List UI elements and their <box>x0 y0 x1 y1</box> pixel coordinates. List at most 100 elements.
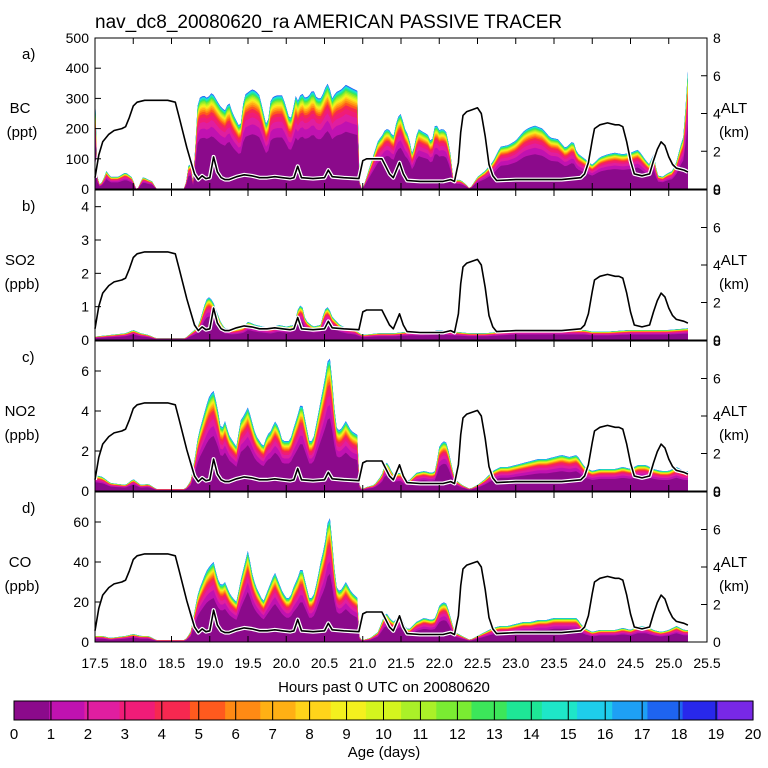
alt-tick-label: 6 <box>713 68 721 84</box>
alt-tick-label: 8 <box>713 484 721 500</box>
x-axis-label: Hours past 0 UTC on 20080620 <box>278 679 490 696</box>
panel-letter: c) <box>22 349 35 366</box>
colorbar-swatch <box>577 701 613 720</box>
y-tick-label: 4 <box>81 199 89 215</box>
panel-letter: d) <box>22 500 35 517</box>
y-tick-label: 2 <box>81 443 89 459</box>
colorbar-label: Age (days) <box>348 744 421 761</box>
colorbar-swatch <box>330 701 367 720</box>
species-unit: (ppb) <box>4 276 39 293</box>
x-tick-label: 20.5 <box>311 655 338 671</box>
panel-d: 0 20 40 60 0 2 4 6 8 d) CO (ppb) ALT (km) <box>4 484 749 650</box>
colorbar-tick-label: 0 <box>10 726 18 743</box>
y-tick-label: 0 <box>81 181 89 197</box>
x-tick-label: 18.0 <box>120 655 147 671</box>
y-tick-label: 3 <box>81 232 89 248</box>
colorbar-tick-label: 3 <box>121 726 129 743</box>
altitude-line <box>94 251 689 334</box>
colorbar-tick-label: 12 <box>449 726 466 743</box>
species-label: BC <box>10 100 31 117</box>
colorbar-swatch <box>49 701 85 720</box>
colorbar-swatch <box>647 701 684 720</box>
alt-tick-label: 2 <box>713 446 721 462</box>
species-label: CO <box>9 554 32 571</box>
chart-panels: 010020030040050002468a)BC(ppt)ALT(km)012… <box>4 30 749 650</box>
alt-tick-label: 0 <box>713 483 721 499</box>
colorbar-tick-label: 6 <box>232 726 240 743</box>
age-band-0 <box>95 316 688 340</box>
colorbar-swatch <box>612 701 649 720</box>
altitude-halo <box>93 249 689 335</box>
y-tick-label: 60 <box>73 514 89 530</box>
x-tick-label: 23.5 <box>540 655 567 671</box>
alt-label: ALT <box>721 403 747 420</box>
colorbar-tick-label: 1 <box>47 726 55 743</box>
x-tick-label: 25.5 <box>693 655 720 671</box>
altitude-line <box>94 553 689 636</box>
alt-tick-label: 8 <box>713 182 721 198</box>
species-label: SO2 <box>5 252 35 269</box>
species-unit: (ppb) <box>4 427 39 444</box>
y-tick-label: 0 <box>81 483 89 499</box>
colorbar-swatch <box>14 701 50 720</box>
alt-tick-label: 6 <box>713 522 721 538</box>
x-tick-label: 23.0 <box>502 655 529 671</box>
alt-tick-label: 4 <box>713 257 721 273</box>
y-tick-label: 40 <box>73 554 89 570</box>
x-tick-label: 19.5 <box>234 655 261 671</box>
age-band-0 <box>95 418 688 491</box>
colorbar-swatch <box>119 701 156 720</box>
colorbar-swatch <box>541 701 578 720</box>
colorbar-swatch <box>717 701 754 720</box>
x-tick-label: 19.0 <box>196 655 223 671</box>
y-tick-label: 6 <box>81 363 89 379</box>
colorbar-swatch <box>189 701 226 720</box>
x-axis: 17.5 18.0 18.5 19.0 19.5 20.0 20.5 21.0 21.5 22.0… <box>81 655 720 671</box>
colorbar-tick-label: 10 <box>375 726 392 743</box>
species-unit: (ppb) <box>4 578 39 595</box>
panel-c: 0 2 4 6 0 2 4 6 8 c) NO2 (ppb) ALT (km) <box>4 333 749 499</box>
colorbar-swatch <box>436 701 473 720</box>
y-tick-label: 300 <box>66 90 90 106</box>
alt-tick-label: 4 <box>713 106 721 122</box>
x-tick-label: 22.5 <box>464 655 491 671</box>
age-band-0 <box>95 573 688 642</box>
species-unit: (ppt) <box>7 124 38 141</box>
colorbar-tick-label: 17 <box>634 726 651 743</box>
y-tick-label: 200 <box>66 121 90 137</box>
colorbar-swatch <box>295 701 332 720</box>
alt-label: ALT <box>721 554 747 571</box>
colorbar-tick-label: 13 <box>486 726 503 743</box>
colorbar-swatch <box>260 701 297 720</box>
x-tick-label: 21.0 <box>349 655 376 671</box>
colorbar-tick-label: 7 <box>268 726 276 743</box>
alt-unit: (km) <box>719 578 749 595</box>
colorbar-tick-label: 14 <box>523 726 540 743</box>
colorbar-tick-label: 4 <box>158 726 166 743</box>
alt-tick-label: 2 <box>713 295 721 311</box>
x-tick-label: 24.0 <box>579 655 606 671</box>
y-tick-label: 0 <box>81 634 89 650</box>
x-tick-label: 20.0 <box>273 655 300 671</box>
y-tick-label: 20 <box>73 594 89 610</box>
colorbar-tick-label: 15 <box>560 726 577 743</box>
colorbar-swatch <box>506 701 543 720</box>
colorbar-swatch <box>401 701 437 720</box>
panel-a: 0 100 200 300 400 500 0 2 4 6 8 a) BC (ppt) ALT (km) <box>7 30 749 197</box>
colorbar-swatch <box>225 701 261 720</box>
altitude-line <box>94 402 689 485</box>
colorbar-tick-label: 19 <box>708 726 725 743</box>
x-tick-label: 22.0 <box>426 655 453 671</box>
alt-tick-label: 0 <box>713 332 721 348</box>
alt-tick-label: 0 <box>713 634 721 650</box>
alt-tick-label: 8 <box>713 30 721 46</box>
chart-title: nav_dc8_20080620_ra AMERICAN PASSIVE TRA… <box>95 12 562 33</box>
y-tick-label: 2 <box>81 265 89 281</box>
alt-tick-label: 8 <box>713 333 721 349</box>
alt-tick-label: 4 <box>713 559 721 575</box>
y-tick-label: 400 <box>66 60 90 76</box>
x-tick-label: 18.5 <box>158 655 185 671</box>
alt-tick-label: 2 <box>713 143 721 159</box>
alt-unit: (km) <box>719 276 749 293</box>
